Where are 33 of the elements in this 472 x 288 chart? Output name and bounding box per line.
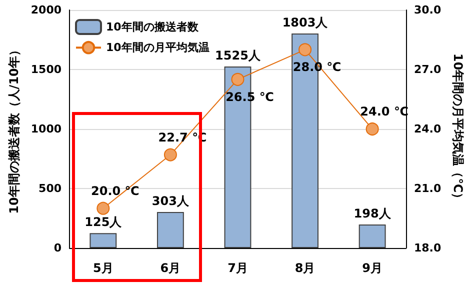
y2-tick-label: 30.0 xyxy=(414,4,442,16)
point xyxy=(231,72,244,86)
bar xyxy=(90,233,117,248)
y-tick-label: 500 xyxy=(38,182,62,195)
x-tick-label: 5月 xyxy=(92,261,114,275)
y-axis-title: 10年間の搬送者数（人/10年） xyxy=(7,44,21,214)
legend-label: 10年間の搬送者数 xyxy=(106,20,200,34)
point xyxy=(164,148,177,162)
y-tick-label: 1500 xyxy=(30,63,62,76)
y2-tick-label: 24.0 xyxy=(414,122,442,136)
bar xyxy=(156,212,184,248)
point xyxy=(96,202,110,215)
x-tick-label: 9月 xyxy=(362,261,382,275)
x-tick-label: 6月 xyxy=(160,261,181,275)
y2-axis-title: 10年間の月平均気温（℃） xyxy=(451,53,465,205)
data-label: 303人 xyxy=(152,194,190,208)
y2-tick-label: 18.0 xyxy=(414,242,442,254)
y2-tick-label: 21.0 xyxy=(414,182,442,195)
legend-label: 10年間の月平均気温 xyxy=(106,41,210,54)
x-tick-label: 7月 xyxy=(228,261,248,275)
point xyxy=(366,122,379,136)
y-tick-label: 2000 xyxy=(30,4,62,16)
y-tick-label: 0 xyxy=(54,242,62,254)
data-label: 125人 xyxy=(84,215,123,230)
y2-tick-label: 27.0 xyxy=(414,63,442,76)
data-label: 1803人 xyxy=(282,15,329,30)
data-label: 20.0 ℃ xyxy=(90,184,140,198)
bar xyxy=(358,224,386,248)
x-tick-label: 8月 xyxy=(294,261,316,275)
point xyxy=(298,43,312,56)
data-label: 198人 xyxy=(354,206,392,220)
data-label: 1525人 xyxy=(215,48,262,63)
y-tick-label: 1000 xyxy=(30,122,62,136)
